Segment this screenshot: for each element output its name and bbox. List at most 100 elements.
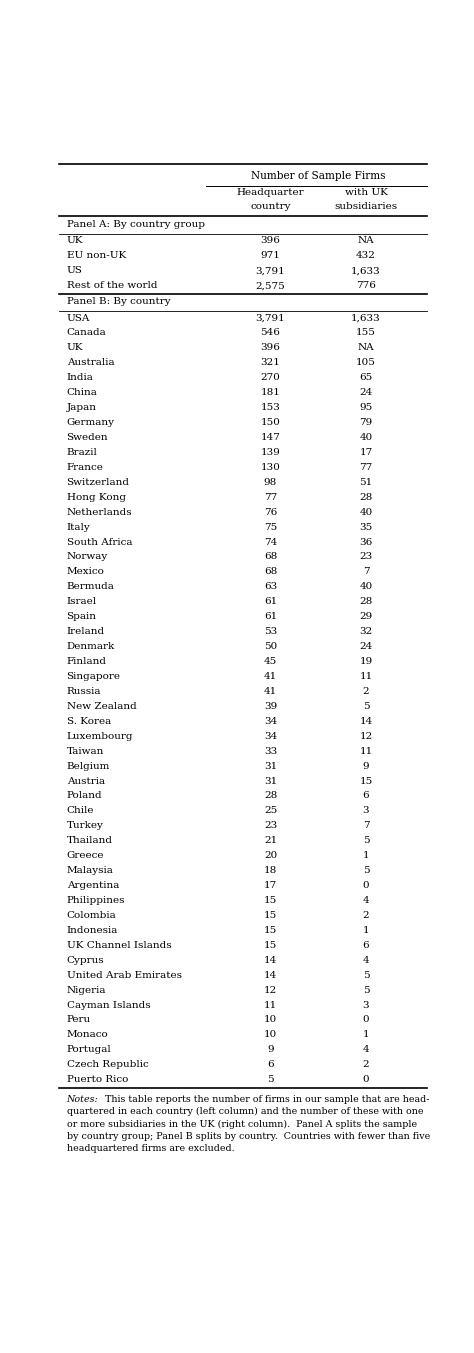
Text: 5: 5 — [363, 836, 369, 846]
Text: 50: 50 — [264, 643, 277, 651]
Text: Colombia: Colombia — [66, 911, 116, 920]
Text: 18: 18 — [264, 866, 277, 875]
Text: Poland: Poland — [66, 792, 102, 801]
Text: 10: 10 — [264, 1016, 277, 1024]
Text: 1,633: 1,633 — [351, 267, 381, 275]
Text: EU non-UK: EU non-UK — [66, 252, 126, 260]
Text: 2: 2 — [363, 1061, 369, 1069]
Text: 29: 29 — [359, 613, 373, 621]
Text: 98: 98 — [264, 478, 277, 487]
Text: Indonesia: Indonesia — [66, 925, 118, 935]
Text: 4: 4 — [363, 896, 369, 905]
Text: Nigeria: Nigeria — [66, 985, 106, 994]
Text: 1: 1 — [363, 851, 369, 861]
Text: 17: 17 — [359, 448, 373, 457]
Text: 14: 14 — [264, 970, 277, 980]
Text: Cyprus: Cyprus — [66, 955, 104, 965]
Text: 0: 0 — [363, 881, 369, 890]
Text: Cayman Islands: Cayman Islands — [66, 1001, 150, 1009]
Text: subsidiaries: subsidiaries — [335, 202, 398, 211]
Text: 11: 11 — [264, 1001, 277, 1009]
Text: 4: 4 — [363, 1046, 369, 1054]
Text: 321: 321 — [261, 359, 281, 367]
Text: 2,575: 2,575 — [255, 281, 285, 291]
Text: 24: 24 — [359, 388, 373, 398]
Text: 105: 105 — [356, 359, 376, 367]
Text: Finland: Finland — [66, 658, 107, 666]
Text: 1,633: 1,633 — [351, 314, 381, 322]
Text: 34: 34 — [264, 717, 277, 725]
Text: 77: 77 — [359, 463, 373, 472]
Text: 14: 14 — [264, 955, 277, 965]
Text: 23: 23 — [359, 552, 373, 561]
Text: Switzerland: Switzerland — [66, 478, 129, 487]
Text: S. Korea: S. Korea — [66, 717, 111, 725]
Text: or more subsidiaries in the UK (right column).  Panel A splits the sample: or more subsidiaries in the UK (right co… — [66, 1120, 417, 1128]
Text: 33: 33 — [264, 747, 277, 756]
Text: Bermuda: Bermuda — [66, 582, 115, 591]
Text: Philippines: Philippines — [66, 896, 125, 905]
Text: 3: 3 — [363, 1001, 369, 1009]
Text: 31: 31 — [264, 762, 277, 771]
Text: Peru: Peru — [66, 1016, 91, 1024]
Text: 68: 68 — [264, 552, 277, 561]
Text: 5: 5 — [363, 866, 369, 875]
Text: Portugal: Portugal — [66, 1046, 111, 1054]
Text: Canada: Canada — [66, 329, 106, 337]
Text: 45: 45 — [264, 658, 277, 666]
Text: Turkey: Turkey — [66, 821, 103, 831]
Text: 2: 2 — [363, 687, 369, 695]
Text: country: country — [250, 202, 291, 211]
Text: Czech Republic: Czech Republic — [66, 1061, 148, 1069]
Text: India: India — [66, 373, 93, 383]
Text: 23: 23 — [264, 821, 277, 831]
Text: 15: 15 — [264, 940, 277, 950]
Text: Belgium: Belgium — [66, 762, 110, 771]
Text: 41: 41 — [264, 687, 277, 695]
Text: Notes:: Notes: — [66, 1095, 98, 1104]
Text: Norway: Norway — [66, 552, 108, 561]
Text: 15: 15 — [359, 777, 373, 786]
Text: 5: 5 — [363, 985, 369, 994]
Text: 24: 24 — [359, 643, 373, 651]
Text: 32: 32 — [359, 628, 373, 636]
Text: 0: 0 — [363, 1016, 369, 1024]
Text: 40: 40 — [359, 582, 373, 591]
Text: 11: 11 — [359, 747, 373, 756]
Text: 12: 12 — [264, 985, 277, 994]
Text: 61: 61 — [264, 597, 277, 606]
Text: 971: 971 — [261, 252, 281, 260]
Text: 150: 150 — [261, 418, 281, 428]
Text: Denmark: Denmark — [66, 643, 115, 651]
Text: 75: 75 — [264, 522, 277, 532]
Text: 35: 35 — [359, 522, 373, 532]
Text: Monaco: Monaco — [66, 1031, 109, 1039]
Text: 76: 76 — [264, 507, 277, 517]
Text: Chile: Chile — [66, 806, 94, 816]
Text: by country group; Panel B splits by country.  Countries with fewer than five: by country group; Panel B splits by coun… — [66, 1132, 430, 1141]
Text: 36: 36 — [359, 537, 373, 547]
Text: 63: 63 — [264, 582, 277, 591]
Text: Italy: Italy — [66, 522, 91, 532]
Text: Rest of the world: Rest of the world — [66, 281, 157, 291]
Text: 9: 9 — [363, 762, 369, 771]
Text: 270: 270 — [261, 373, 281, 383]
Text: Sweden: Sweden — [66, 433, 108, 442]
Text: 3,791: 3,791 — [255, 314, 285, 322]
Text: Netherlands: Netherlands — [66, 507, 132, 517]
Text: 77: 77 — [264, 492, 277, 502]
Text: 432: 432 — [356, 252, 376, 260]
Text: 181: 181 — [261, 388, 281, 398]
Text: 130: 130 — [261, 463, 281, 472]
Text: UK: UK — [66, 237, 83, 245]
Text: 6: 6 — [267, 1061, 274, 1069]
Text: NA: NA — [358, 344, 374, 352]
Text: Brazil: Brazil — [66, 448, 98, 457]
Text: 61: 61 — [264, 613, 277, 621]
Text: 155: 155 — [356, 329, 376, 337]
Text: 12: 12 — [359, 732, 373, 740]
Text: 17: 17 — [264, 881, 277, 890]
Text: China: China — [66, 388, 98, 398]
Text: 396: 396 — [261, 344, 281, 352]
Text: Puerto Rico: Puerto Rico — [66, 1076, 128, 1084]
